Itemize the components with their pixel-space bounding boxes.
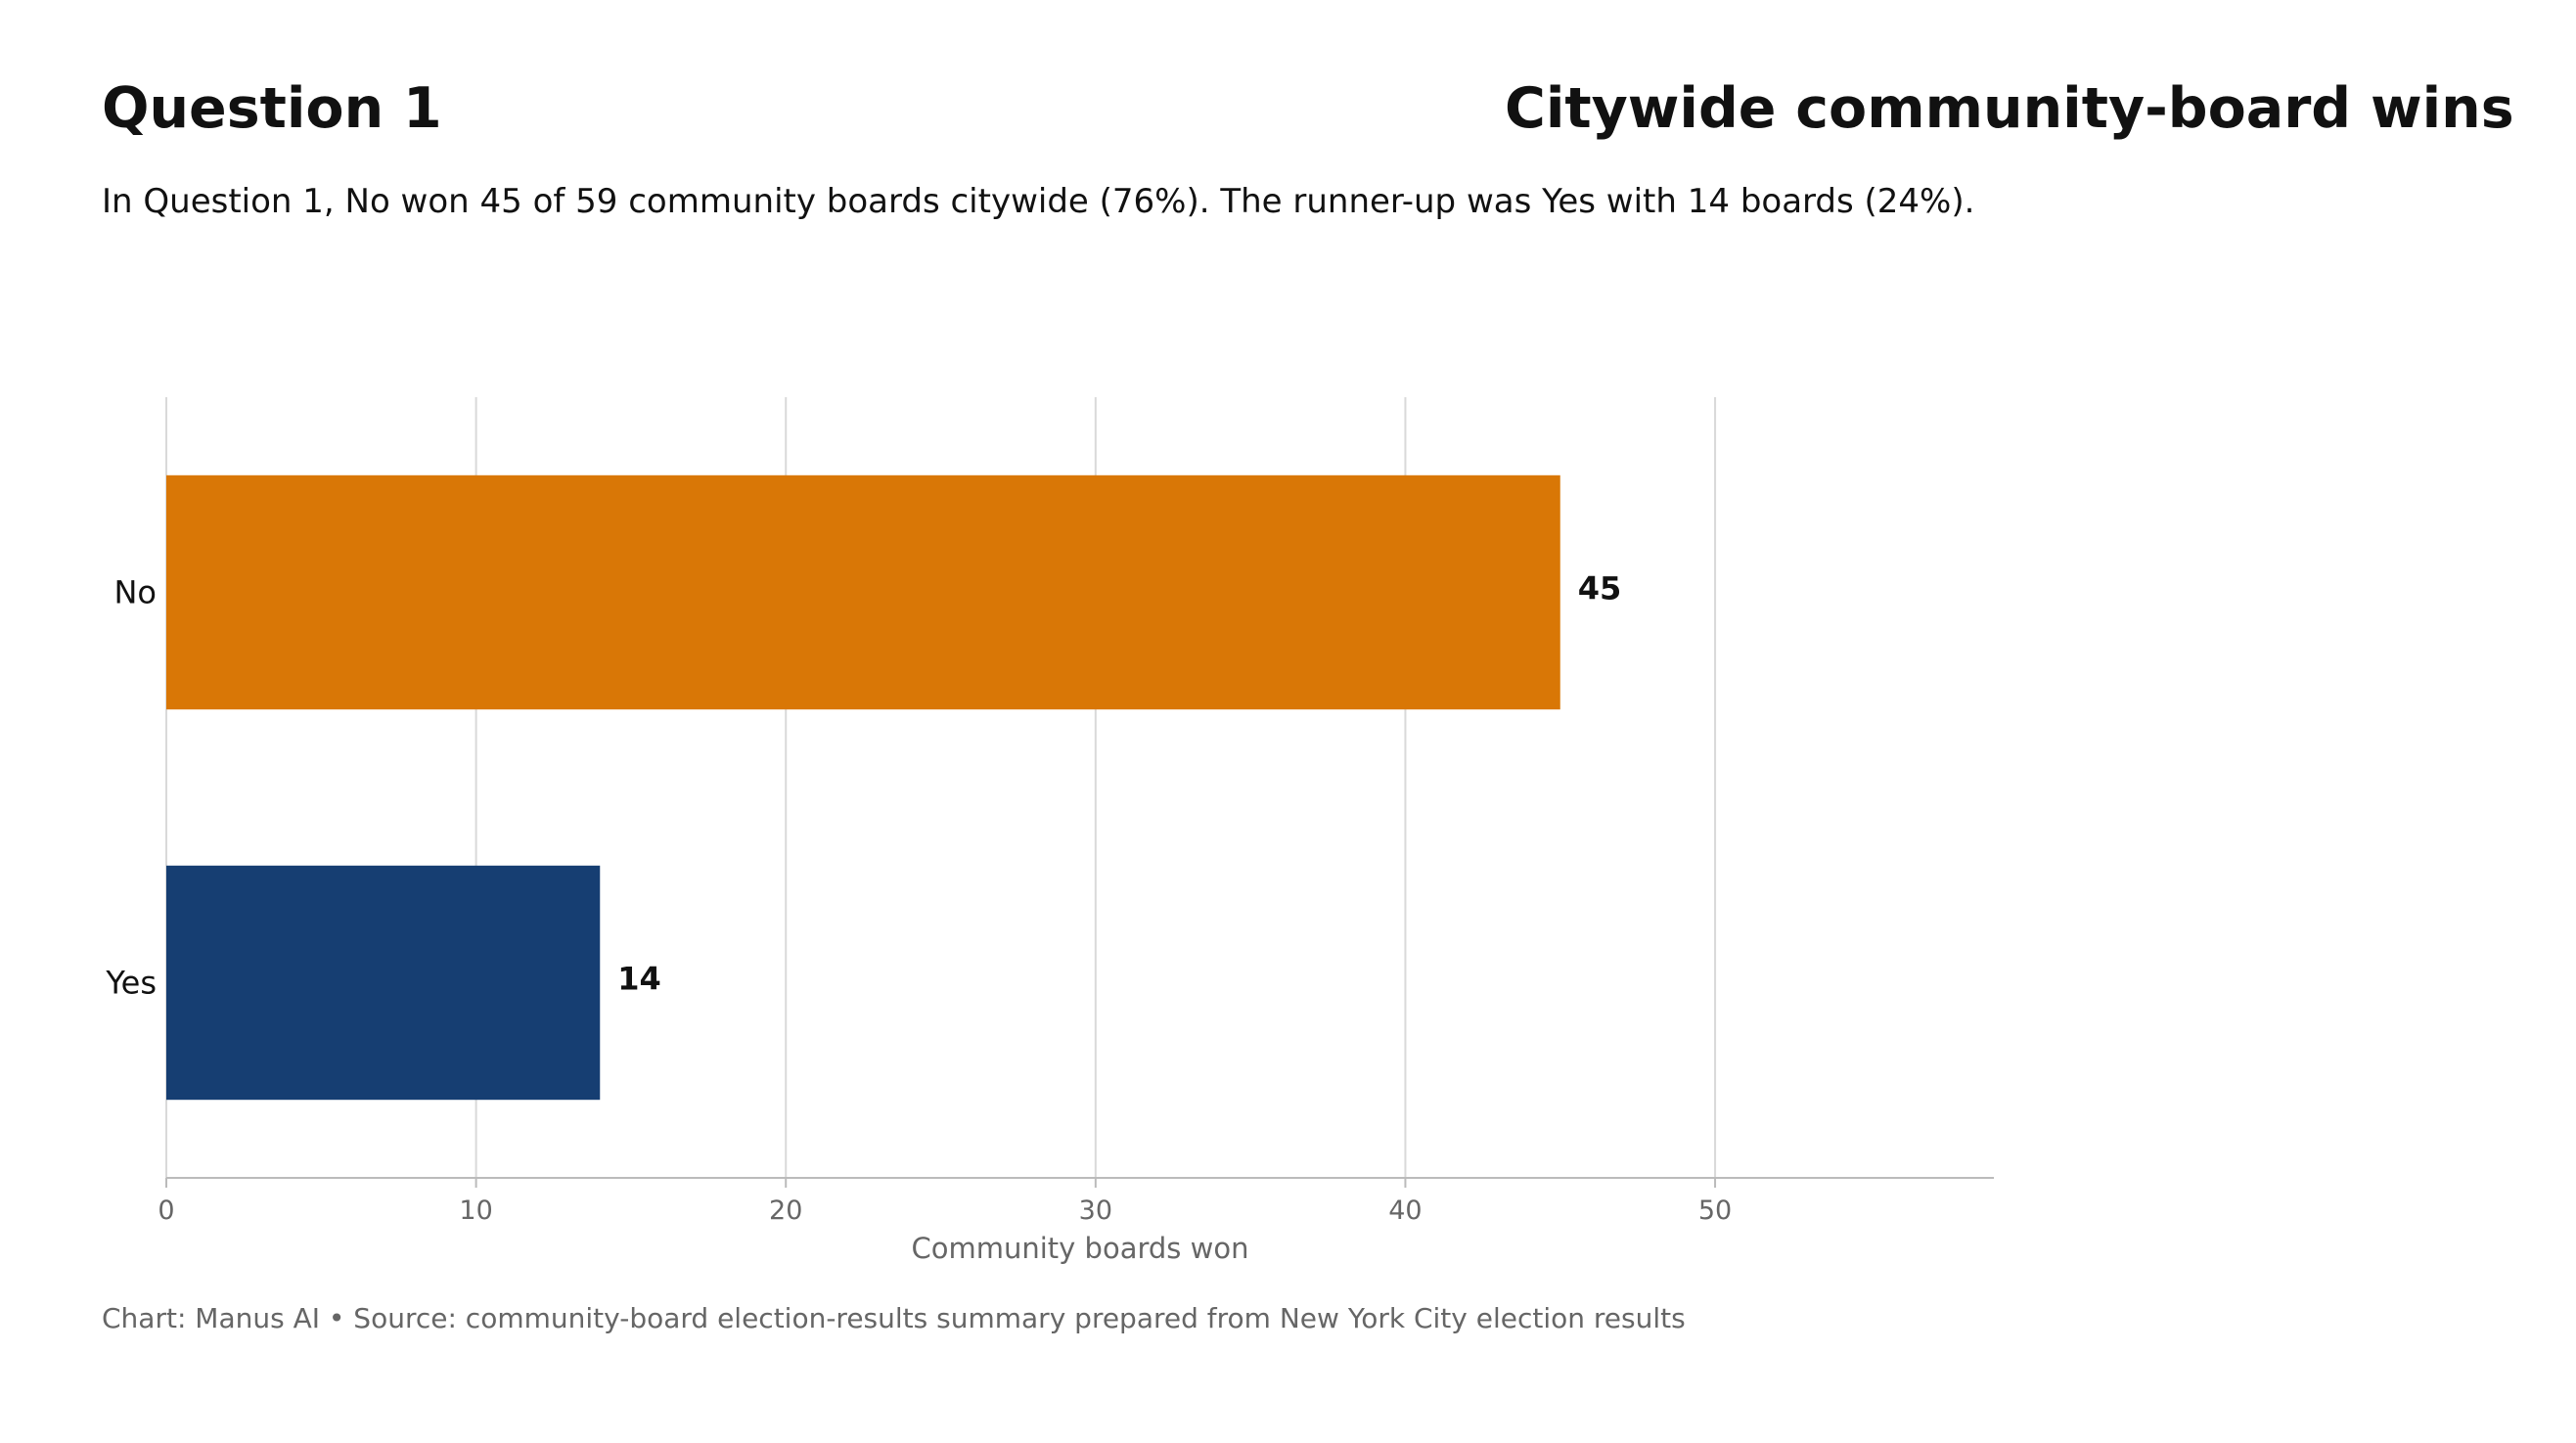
tick-label-20: 20 bbox=[769, 1195, 802, 1226]
page-title: Question 1 bbox=[102, 76, 442, 141]
value-label-no: 45 bbox=[1578, 570, 1622, 608]
chart-subtitle: In Question 1, No won 45 of 59 community… bbox=[102, 182, 1975, 221]
bar-yes bbox=[166, 865, 601, 1101]
source-note: Chart: Manus AI • Source: community-boar… bbox=[102, 1302, 1686, 1334]
category-labels: No Yes bbox=[105, 574, 157, 1002]
tick-label-30: 30 bbox=[1079, 1195, 1112, 1226]
x-axis-ticks: 0 10 20 30 40 50 bbox=[158, 1178, 1732, 1226]
tick-label-10: 10 bbox=[459, 1195, 492, 1226]
x-axis-label: Community boards won bbox=[912, 1232, 1249, 1265]
bars bbox=[166, 474, 1560, 1101]
category-label-yes: Yes bbox=[105, 965, 157, 1002]
bar-no bbox=[166, 474, 1560, 710]
tick-label-50: 50 bbox=[1698, 1195, 1732, 1226]
chart-title: Citywide community-board wins bbox=[1505, 76, 2514, 141]
category-label-no: No bbox=[113, 574, 157, 611]
tick-label-0: 0 bbox=[158, 1195, 174, 1226]
value-label-yes: 14 bbox=[617, 961, 661, 998]
value-labels: 45 14 bbox=[617, 570, 1621, 998]
tick-label-40: 40 bbox=[1388, 1195, 1422, 1226]
